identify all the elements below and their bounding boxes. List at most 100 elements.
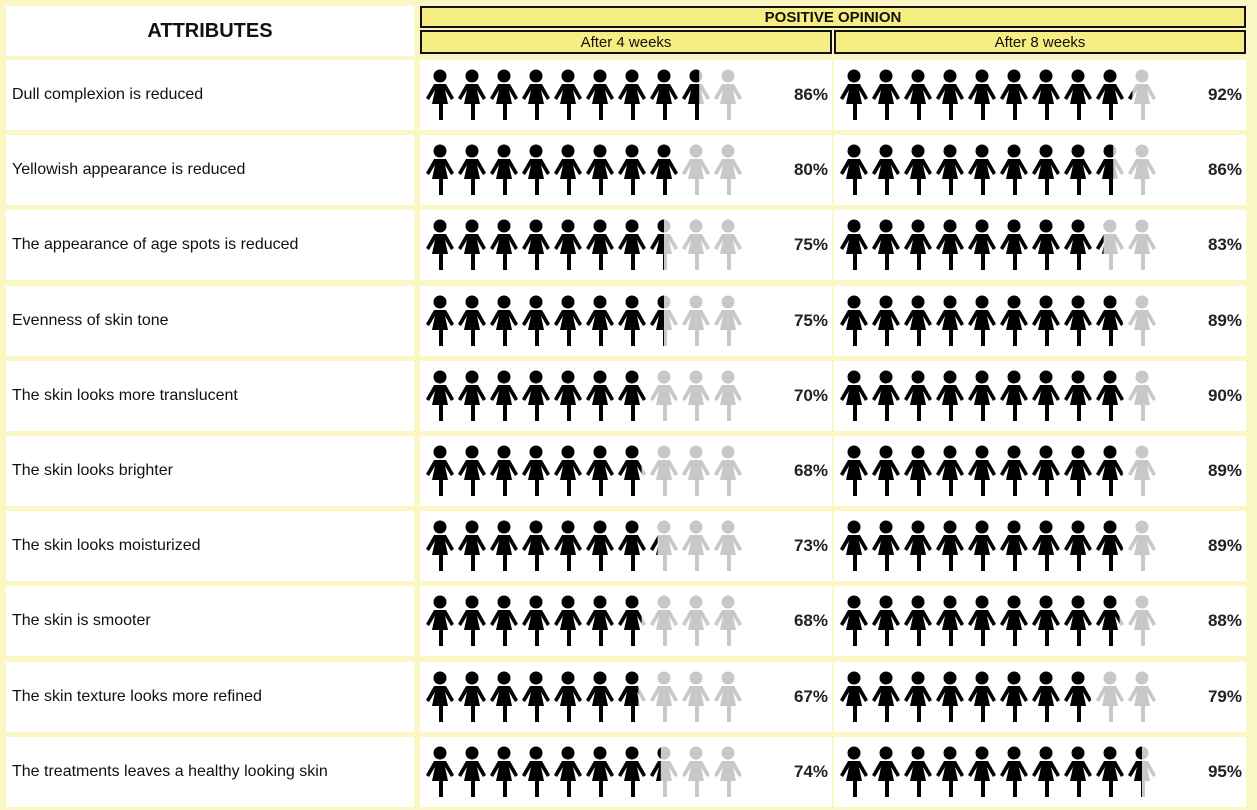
person-icon — [872, 295, 900, 346]
attribute-label: Evenness of skin tone — [6, 286, 414, 356]
person-icon — [968, 671, 996, 722]
person-icon — [586, 671, 614, 722]
person-icon — [522, 220, 550, 271]
person-icon — [936, 70, 964, 121]
person-icon — [936, 671, 964, 722]
person-icon — [554, 596, 582, 647]
person-icon — [936, 295, 964, 346]
person-icon — [714, 521, 742, 572]
pictograph-icons — [424, 141, 744, 199]
person-icon — [872, 671, 900, 722]
person-icon — [554, 70, 582, 121]
icon-cell-4-weeks: 73% — [420, 511, 832, 581]
person-icon — [586, 746, 614, 797]
person-icon — [840, 70, 868, 121]
person-icon — [650, 521, 678, 572]
person-icon — [1128, 446, 1156, 497]
person-icon — [618, 220, 646, 271]
person-icon — [1064, 596, 1092, 647]
percent-label: 68% — [794, 436, 828, 506]
person-icon — [1064, 521, 1092, 572]
person-icon — [1000, 596, 1028, 647]
person-icon — [1000, 746, 1028, 797]
percent-label: 86% — [1208, 135, 1242, 205]
person-icon — [936, 746, 964, 797]
person-icon — [904, 671, 932, 722]
attribute-label: Yellowish appearance is reduced — [6, 135, 414, 205]
person-icon — [1000, 295, 1028, 346]
person-icon — [426, 746, 454, 797]
person-icon — [840, 295, 868, 346]
person-icon — [1032, 70, 1060, 121]
person-icon — [1096, 671, 1124, 722]
person-icon — [1064, 446, 1092, 497]
person-icon — [618, 671, 646, 722]
icon-cell-4-weeks: 75% — [420, 286, 832, 356]
percent-label: 73% — [794, 511, 828, 581]
percent-label: 95% — [1208, 737, 1242, 807]
person-icon — [904, 70, 932, 121]
person-icon — [618, 145, 646, 196]
pictograph-icons — [838, 743, 1158, 801]
person-icon — [968, 220, 996, 271]
person-icon — [714, 446, 742, 497]
person-icon — [1128, 671, 1156, 722]
icon-cell-8-weeks: 95% — [834, 737, 1246, 807]
percent-label: 92% — [1208, 60, 1242, 130]
person-icon — [936, 220, 964, 271]
person-icon — [904, 370, 932, 421]
icon-cell-4-weeks: 74% — [420, 737, 832, 807]
pictograph-icons — [424, 216, 744, 274]
person-icon — [1032, 521, 1060, 572]
person-icon — [682, 295, 710, 346]
person-icon — [1128, 70, 1156, 121]
person-icon — [904, 145, 932, 196]
pictograph-icons — [424, 592, 744, 650]
person-icon — [1128, 370, 1156, 421]
person-icon — [1032, 295, 1060, 346]
person-icon — [714, 671, 742, 722]
person-icon — [936, 145, 964, 196]
person-icon — [554, 671, 582, 722]
person-icon — [554, 370, 582, 421]
person-icon — [682, 220, 710, 271]
icon-cell-8-weeks: 83% — [834, 210, 1246, 280]
person-icon — [586, 521, 614, 572]
percent-label: 89% — [1208, 511, 1242, 581]
pictograph-icons — [838, 668, 1158, 726]
person-icon — [554, 145, 582, 196]
person-icon — [458, 70, 486, 121]
percent-label: 89% — [1208, 436, 1242, 506]
pictograph-icons — [838, 66, 1158, 124]
person-icon — [554, 446, 582, 497]
person-icon — [426, 446, 454, 497]
person-icon — [872, 370, 900, 421]
person-icon — [650, 145, 678, 196]
person-icon — [1032, 220, 1060, 271]
person-icon — [458, 295, 486, 346]
person-icon — [1096, 370, 1124, 421]
person-icon — [840, 746, 868, 797]
icon-cell-4-weeks: 68% — [420, 436, 832, 506]
person-icon — [840, 596, 868, 647]
person-icon — [1096, 70, 1124, 121]
pictograph-icons — [424, 66, 744, 124]
person-icon — [618, 596, 646, 647]
person-icon — [586, 70, 614, 121]
icon-cell-4-weeks: 75% — [420, 210, 832, 280]
person-icon — [586, 596, 614, 647]
person-icon — [426, 70, 454, 121]
percent-label: 88% — [1208, 586, 1242, 656]
person-icon — [522, 145, 550, 196]
icon-cell-4-weeks: 80% — [420, 135, 832, 205]
icon-cell-4-weeks: 86% — [420, 60, 832, 130]
person-icon — [586, 295, 614, 346]
person-icon — [968, 295, 996, 346]
person-icon — [1064, 370, 1092, 421]
person-icon — [904, 596, 932, 647]
person-icon — [904, 746, 932, 797]
person-icon — [522, 446, 550, 497]
pictograph-icons — [424, 367, 744, 425]
pictograph-icons — [424, 743, 744, 801]
percent-label: 80% — [794, 135, 828, 205]
